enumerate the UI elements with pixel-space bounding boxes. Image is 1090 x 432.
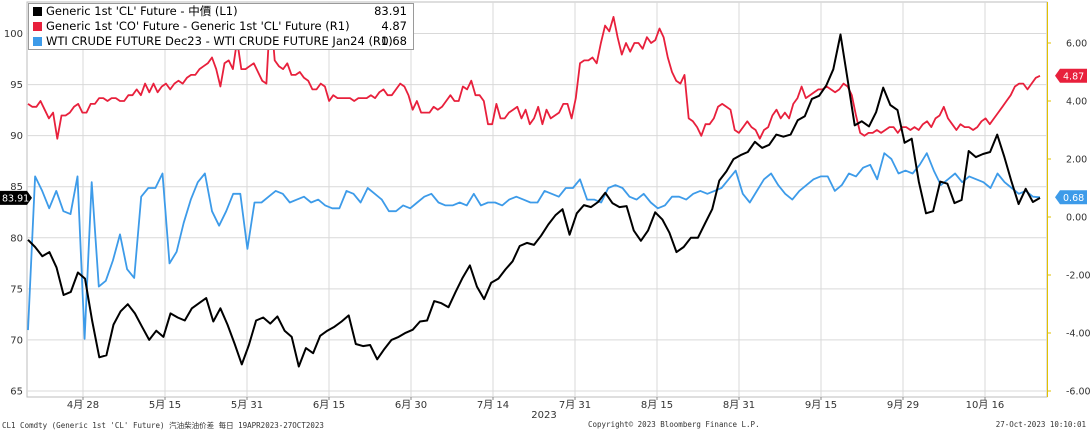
grid-lines — [26, 1, 1048, 398]
legend-swatch-wti-calendar-spread — [33, 37, 42, 46]
x-axis-tick-label: 9月 29 — [887, 399, 919, 411]
x-axis-tick-label: 6月 15 — [313, 399, 345, 411]
legend-entry-co-cl-spread: Generic 1st 'CO' Future - Generic 1st 'C… — [29, 19, 413, 34]
x-axis-tick-label: 5月 31 — [231, 399, 263, 411]
x-axis-tick-label: 9月 15 — [805, 399, 837, 411]
left-axis-tick-label: 70 — [10, 335, 23, 346]
last-value-tag-bg — [1055, 68, 1087, 83]
left-axis-tick-label: 85 — [10, 182, 23, 193]
legend-swatch-cl1 — [33, 7, 42, 16]
legend-value-co-cl-spread: 4.87 — [381, 19, 407, 33]
right-axis-tick-label: 4.00 — [1066, 97, 1087, 108]
footer-copyright: Copyright© 2023 Bloomberg Finance L.P. — [588, 420, 760, 429]
footer-source: CL1 Comdty (Generic 1st 'CL' Future) 汽油柴… — [2, 421, 324, 430]
legend-value-wti-calendar-spread: 0.68 — [381, 34, 407, 48]
right-axis-tick-label: 0.00 — [1066, 213, 1087, 224]
x-axis-tick-label: 10月 16 — [966, 399, 1005, 411]
legend-label-wti-calendar-spread: WTI CRUDE FUTURE Dec23 - WTI CRUDE FUTUR… — [46, 34, 393, 48]
x-axis-year-label: 2023 — [531, 410, 556, 421]
left-axis-tick-label: 75 — [10, 284, 23, 295]
x-axis-tick-label: 8月 31 — [723, 399, 755, 411]
footer-timestamp: 27-Oct-2023 10:10:01 — [995, 420, 1086, 429]
last-value-tag-text: 0.68 — [1063, 193, 1084, 204]
right-axis-tick-label: 6.00 — [1066, 39, 1087, 50]
last-value-tag-cl1: 83.91 — [0, 190, 32, 205]
legend: Generic 1st 'CL' Future - 中價 (L1) 83.91 … — [28, 3, 414, 50]
right-axis-tick-label: 2.00 — [1066, 155, 1087, 166]
right-axis-tick-label: -2.00 — [1066, 271, 1090, 282]
x-axis-tick-label: 5月 15 — [149, 399, 181, 411]
series-layer — [27, 7, 1041, 368]
last-value-tag-bg — [1055, 190, 1087, 205]
legend-label-co-cl-spread: Generic 1st 'CO' Future - Generic 1st 'C… — [46, 19, 350, 33]
left-axis-tick-label: 95 — [10, 80, 23, 91]
left-axis-tick-label: 90 — [10, 131, 23, 142]
left-axis-tick-label: 65 — [10, 387, 23, 398]
left-axis-tick-label: 100 — [4, 29, 23, 40]
legend-entry-cl1: Generic 1st 'CL' Future - 中價 (L1) 83.91 — [29, 4, 413, 19]
last-value-tag-co-cl-spread: 4.87 — [1055, 68, 1087, 83]
last-value-tag-bg — [0, 190, 32, 205]
series-line-wti-calendar-spread — [27, 152, 1041, 340]
last-value-tag-wti-calendar-spread: 0.68 — [1055, 190, 1087, 205]
x-axis-tick-label: 4月 28 — [67, 399, 99, 411]
plot-frame — [26, 1, 1048, 398]
right-axis-tick-label: -4.00 — [1066, 329, 1090, 340]
x-axis-tick-label: 7月 31 — [559, 399, 591, 411]
legend-label-cl1: Generic 1st 'CL' Future - 中價 (L1) — [46, 4, 238, 18]
last-value-tag-text: 4.87 — [1063, 71, 1084, 82]
axes: 65 70 75 80 85 90 95 100 -6.00 -4.00 -2.00 0.00 2.00… — [0, 2, 1090, 421]
legend-value-cl1: 83.91 — [374, 4, 407, 18]
legend-swatch-co-cl-spread — [33, 22, 42, 31]
x-axis-tick-label: 7月 14 — [477, 399, 509, 411]
legend-entry-wti-calendar-spread: WTI CRUDE FUTURE Dec23 - WTI CRUDE FUTUR… — [29, 34, 413, 49]
x-axis-tick-label: 6月 30 — [395, 399, 427, 411]
series-line-co-cl-spread — [27, 7, 1041, 140]
series-line-cl1 — [27, 33, 1041, 368]
x-axis-tick-label: 8月 15 — [641, 399, 673, 411]
right-axis-tick-label: -6.00 — [1066, 387, 1090, 398]
last-value-tag-text: 83.91 — [2, 193, 29, 204]
left-axis-tick-label: 80 — [10, 233, 23, 244]
